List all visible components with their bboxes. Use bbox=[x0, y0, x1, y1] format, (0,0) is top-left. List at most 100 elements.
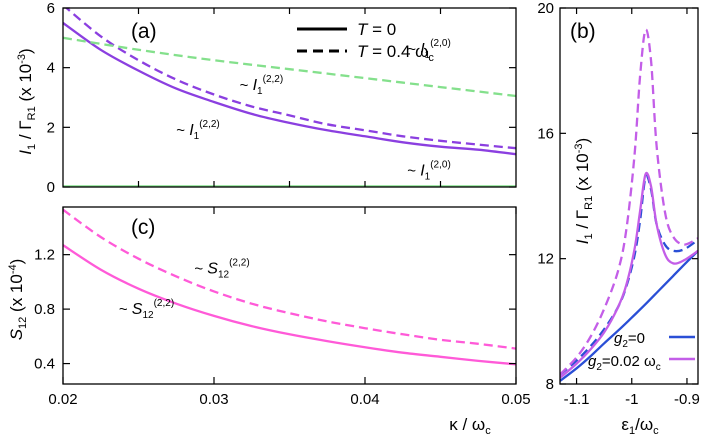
legend-g: g bbox=[614, 330, 623, 347]
y-tick-label: 6 bbox=[47, 0, 55, 17]
x-tick-label: 0.04 bbox=[350, 391, 379, 408]
legend-val: = 0.4 ω bbox=[367, 42, 428, 61]
y-tick-label: 12 bbox=[537, 251, 554, 268]
legend-sub: c bbox=[656, 362, 661, 373]
series-line-a-1 bbox=[64, 8, 516, 150]
series-line-c-0 bbox=[63, 244, 516, 366]
legend-T: T bbox=[357, 20, 369, 39]
panel-label-b: (b) bbox=[570, 20, 596, 43]
legend-coupling: g2=0g2=0.02 ωc bbox=[588, 330, 695, 373]
ylabel-exp: -3 bbox=[573, 143, 585, 153]
x-tick-label: -1.1 bbox=[564, 391, 590, 408]
annotation-prefix: ~ bbox=[176, 122, 189, 139]
y-tick-label: 16 bbox=[537, 125, 554, 142]
ylabel-close: ) bbox=[16, 48, 35, 54]
annotation-superscript: (2,2) bbox=[263, 74, 284, 85]
xlabel-sub: c bbox=[485, 425, 491, 437]
y-axis-label-c: S12 (x 10-4) bbox=[7, 259, 29, 341]
annotation-prefix: ~ bbox=[119, 301, 132, 318]
annotation-symbol: I bbox=[420, 163, 425, 180]
annotation-symbol: I bbox=[253, 77, 258, 94]
annotation-superscript: (2,2) bbox=[229, 258, 250, 269]
annotation-subscript: 1 bbox=[425, 50, 431, 61]
ylabel-scale: (x 10 bbox=[7, 274, 26, 317]
annotation-superscript: (2,0) bbox=[430, 160, 451, 171]
series-line-a-2 bbox=[63, 36, 516, 98]
y-tick-label: 0.8 bbox=[34, 301, 55, 318]
legend-sub: 2 bbox=[622, 339, 628, 350]
annotation-subscript: 12 bbox=[142, 310, 154, 321]
annotation-subscript: 1 bbox=[425, 172, 431, 183]
series-line-b-0 bbox=[560, 250, 698, 382]
annotation-a-2: ~ I1(2,2) bbox=[176, 119, 220, 142]
ylabel-scale: (x 10 bbox=[573, 153, 592, 196]
y-tick-label: 0 bbox=[47, 179, 55, 196]
y-tick-label: 2 bbox=[47, 119, 55, 136]
legend-sub: c bbox=[428, 52, 434, 64]
xlabel-sub: 1 bbox=[629, 425, 635, 437]
panel-label-c: (c) bbox=[131, 216, 156, 239]
x-tick-label: -0.9 bbox=[674, 391, 700, 408]
annotation-subscript: 1 bbox=[257, 86, 263, 97]
legend-solid-label: T = 0 bbox=[357, 20, 396, 39]
ylabel-exp: -3 bbox=[16, 54, 28, 64]
legend-val: =0 bbox=[628, 330, 645, 347]
y-tick-label: 4 bbox=[47, 60, 55, 77]
x-tick-label: 0.05 bbox=[501, 391, 530, 408]
x-axis-label-b: ε1/ωc bbox=[621, 415, 659, 437]
xlabel-sub: c bbox=[653, 425, 659, 437]
annotation-prefix: ~ bbox=[240, 77, 253, 94]
annotation-a-3: ~ I1(2,0) bbox=[407, 160, 451, 183]
legend-T: T bbox=[357, 42, 369, 61]
xlabel-eps: ε bbox=[621, 415, 629, 434]
annotation-subscript: 1 bbox=[194, 131, 200, 142]
plot-frame-a bbox=[62, 7, 517, 188]
series-line-b-3 bbox=[560, 28, 698, 376]
panel-c: 0.40.81.20.02 0.03 0.04 0.05(c)~ S12(2,2)~ … bbox=[7, 206, 531, 437]
legend-sub: 2 bbox=[596, 362, 602, 373]
legend-val: =0.02 ω bbox=[602, 353, 656, 370]
annotation-symbol: S bbox=[207, 261, 218, 278]
annotation-superscript: (2,2) bbox=[199, 119, 220, 130]
plot-frame-b bbox=[559, 7, 699, 385]
annotation-symbol: I bbox=[420, 41, 425, 58]
x-axis-label-c: κ / ωc bbox=[449, 415, 491, 437]
ylabel-I: I bbox=[573, 239, 592, 244]
ylabel-scale: (x 10 bbox=[16, 64, 35, 107]
ylabel-gamma: / Γ bbox=[16, 120, 35, 144]
annotation-prefix: ~ bbox=[407, 163, 420, 180]
annotation-subscript: 12 bbox=[218, 270, 230, 281]
y-axis-label-a: I1 / ΓR1 (x 10-3) bbox=[16, 48, 38, 154]
legend-temperature: T = 0T = 0.4 ωc bbox=[297, 20, 434, 64]
annotation-superscript: (2,2) bbox=[154, 298, 175, 309]
annotation-c-1: ~ S12(2,2) bbox=[119, 298, 174, 321]
ylabel-gamma: / Γ bbox=[573, 210, 592, 234]
series-line-c-1 bbox=[63, 208, 516, 350]
plot-frame-c bbox=[62, 206, 517, 385]
ylabel-S: S bbox=[7, 328, 26, 340]
xlabel-main: κ / ω bbox=[449, 415, 485, 434]
ylabel-exp: -4 bbox=[7, 264, 19, 274]
ylabel-sub: 1 bbox=[583, 233, 595, 239]
x-tick-label: -1 bbox=[625, 391, 638, 408]
y-tick-label: 0.4 bbox=[34, 356, 55, 373]
y-tick-label: 1.2 bbox=[34, 247, 55, 264]
legend-g002-label: g2=0.02 ωc bbox=[588, 353, 661, 373]
y-tick-label: 20 bbox=[537, 0, 554, 17]
ylabel-close: ) bbox=[573, 138, 592, 144]
series-line-b-2 bbox=[560, 171, 698, 379]
annotation-prefix: ~ bbox=[407, 41, 420, 58]
y-tick-label: 8 bbox=[546, 376, 554, 393]
annotation-c-0: ~ S12(2,2) bbox=[194, 258, 249, 281]
ylabel-sub: R1 bbox=[583, 196, 595, 210]
ylabel-I: I bbox=[16, 150, 35, 155]
ylabel-sub: 12 bbox=[17, 317, 29, 329]
series-line-b-1 bbox=[560, 174, 698, 376]
panel-label-a: (a) bbox=[131, 20, 157, 43]
y-axis-label-b: I1 / ΓR1 (x 10-3) bbox=[573, 138, 595, 244]
annotation-prefix: ~ bbox=[194, 261, 207, 278]
legend-val: = 0 bbox=[367, 20, 396, 39]
